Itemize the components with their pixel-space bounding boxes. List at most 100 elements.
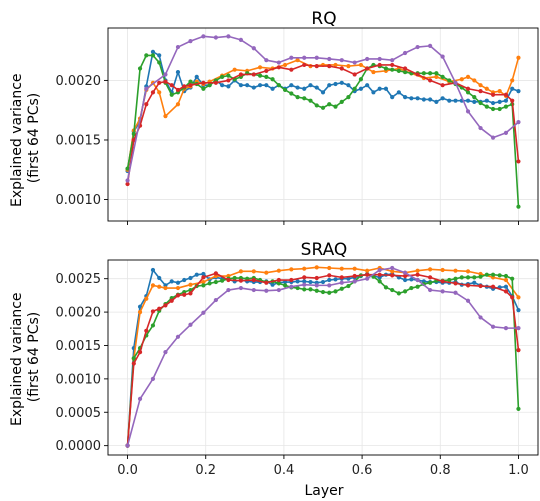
- rq-series-4-point: [175, 87, 181, 93]
- rq-series-5-point: [327, 56, 332, 62]
- rq-series-5-point: [213, 35, 218, 40]
- sraq-series-3-point: [131, 356, 136, 361]
- rq-series-1-point: [264, 83, 269, 88]
- sraq-series-4-point: [169, 298, 174, 303]
- rq-series-4-point: [213, 80, 218, 85]
- rq-series-1-point: [251, 85, 256, 90]
- rq-series-4-point: [314, 64, 319, 69]
- rq-series-5-point: [201, 34, 206, 39]
- rq-series-1-point: [421, 97, 426, 102]
- sraq-series-4-point: [137, 350, 143, 355]
- rq-series-2-point: [346, 64, 351, 69]
- rq-series-4-point: [169, 83, 174, 88]
- rq-series-3-point: [383, 66, 389, 71]
- rq-series-2-point: [358, 62, 364, 68]
- rq-series-5-point: [188, 39, 193, 44]
- rq-series-4-point: [157, 80, 162, 85]
- sraq-series-1-point: [270, 282, 275, 287]
- rq-series-5-point: [440, 54, 445, 59]
- sraq-series-4-point: [352, 273, 357, 279]
- rq-series-3-point: [188, 79, 193, 84]
- rq-series-5-point: [226, 34, 231, 39]
- rq-series-4-point: [327, 64, 332, 69]
- rq-series-3-point: [207, 83, 212, 88]
- rq-series-1-point: [409, 96, 414, 101]
- rq-series-4-point: [428, 78, 433, 83]
- sraq-panel-title: SRAQ: [301, 240, 348, 260]
- rq-series-1-point: [490, 100, 496, 106]
- sraq-series-2-point: [238, 269, 244, 274]
- rq-series-1-line: [126, 51, 519, 172]
- rq-series-2-point: [497, 89, 502, 94]
- sraq-y-axis-label: Explained variance (first 64 PCs): [9, 288, 42, 426]
- rq-series-4-point: [516, 159, 521, 164]
- rq-series-5-point: [453, 80, 458, 85]
- sraq-x-axis-label: Layer: [304, 483, 343, 499]
- rq-series-1-point: [270, 86, 275, 91]
- sraq-series-1-point: [169, 279, 174, 284]
- sraq-y-tick-label: 0.0015: [56, 339, 102, 354]
- sraq-series-3-point: [409, 285, 414, 291]
- sraq-series-1-point: [333, 277, 338, 282]
- sraq-series-4-point: [516, 348, 521, 353]
- rq-series-4-line: [126, 64, 520, 185]
- rq-series-4-point: [251, 72, 256, 77]
- rq-series-5-point: [465, 109, 471, 114]
- rq-series-1-point: [308, 83, 313, 88]
- rq-series-3-point: [295, 95, 300, 100]
- rq-series-5-point: [302, 55, 307, 60]
- sraq-series-5-point: [125, 443, 130, 448]
- rq-series-4-point: [352, 72, 357, 77]
- rq-series-1-point: [434, 99, 439, 104]
- rq-series-5-point: [264, 58, 269, 63]
- sraq-series-3-point: [232, 275, 237, 281]
- sraq-series-4-point: [402, 273, 408, 279]
- rq-series-2-point: [257, 65, 263, 70]
- rq-series-3-point: [421, 71, 426, 76]
- sraq-series-5-point: [137, 396, 143, 401]
- rq-series-3-line: [126, 54, 520, 207]
- rq-series-1-point: [453, 98, 458, 103]
- sraq-series-4-point: [150, 309, 156, 314]
- sraq-series-5: [125, 265, 521, 448]
- sraq-series-1-point: [503, 284, 509, 289]
- sraq-y-axis-label-line-1: Explained variance: [9, 292, 25, 425]
- sraq-series-3-point: [302, 287, 307, 292]
- sraq-series-4-point: [302, 275, 307, 280]
- rq-series-4-point: [490, 92, 496, 97]
- sraq-series-4-point: [276, 277, 281, 283]
- sraq-series-3-point: [472, 275, 477, 280]
- rq-series-3-point: [308, 98, 313, 103]
- rq-series-4-point: [503, 92, 509, 97]
- sraq-series-5-line: [126, 267, 519, 446]
- rq-series-3-point: [358, 77, 364, 82]
- rq-series-group: [125, 34, 521, 209]
- sraq-series-5-point: [478, 315, 483, 320]
- sraq-series-2-point: [137, 309, 143, 315]
- rq-series-1-point: [465, 98, 471, 103]
- rq-series-5-point: [490, 135, 496, 140]
- rq-series-4-point: [478, 89, 483, 94]
- rq-series-1-point: [402, 95, 408, 100]
- rq-series-3-point: [428, 71, 433, 76]
- rq-series-5-point: [428, 43, 433, 48]
- sraq-series-3-point: [282, 283, 288, 288]
- sraq-series-2-point: [440, 267, 445, 273]
- sraq-series-4-line: [126, 272, 520, 446]
- rq-series-1-point: [371, 90, 376, 95]
- rq-series-1-point: [390, 95, 395, 100]
- rq-series-3-point: [516, 204, 521, 209]
- sraq-y-tick-label: 0.0005: [56, 406, 102, 421]
- rq-series-1-point: [257, 83, 263, 88]
- rq-series-1-point: [245, 83, 250, 88]
- sraq-series-2-point: [327, 265, 332, 271]
- sraq-series-3-point: [220, 278, 225, 283]
- sraq-x-tick-label: 0.0: [117, 463, 138, 478]
- sraq-series-1-point: [282, 279, 288, 285]
- sraq-series-4-point: [440, 279, 445, 284]
- sraq-series-3-point: [327, 290, 332, 295]
- rq-series-4-point: [188, 83, 193, 88]
- sraq-series-1-point: [182, 277, 187, 283]
- sraq-series-5-point: [213, 297, 218, 303]
- rq-series-2: [125, 55, 521, 172]
